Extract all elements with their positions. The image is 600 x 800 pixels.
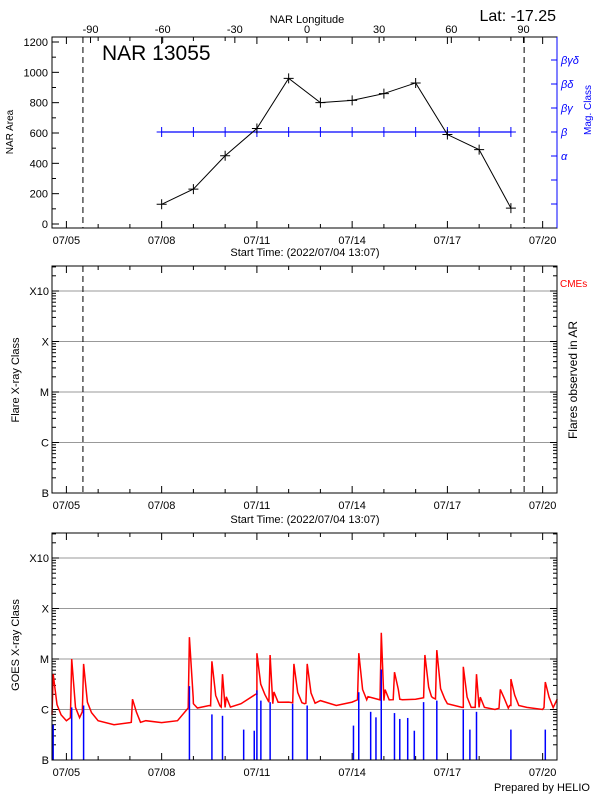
longitude-tick-label: 60 [445,24,457,36]
x-tick-label: 07/11 [244,235,271,247]
area-point [156,199,167,210]
cme-label: CMEs [560,279,587,290]
plot-frame [51,265,558,494]
y-tick-label: 200 [30,189,48,201]
mag-class-point [188,127,199,137]
area-point [220,150,231,161]
x-tick-label: 07/05 [53,235,81,247]
area-point [410,77,421,88]
y-tick-label: 600 [30,128,48,140]
mag-class-label: β [560,127,568,139]
x-tick-label: 07/11 [244,767,271,779]
nar-area-panel: NAR 13055 Lat: -17.25 NAR Longitude Star… [5,8,594,259]
longitude-tick-label: 0 [304,24,310,36]
x-tick-label: 07/20 [529,767,557,779]
x-tick-label: 07/20 [529,235,557,247]
area-point [442,129,453,140]
x-tick-label: 07/05 [53,500,81,512]
x-tick-label: 07/17 [434,235,462,247]
top-axis-label: NAR Longitude [270,14,345,26]
y2-axis-label: Flares observed in AR [566,321,580,439]
y-tick-label: C [41,438,49,450]
flare-panel: Start Time: (2022/07/04 13:07) Flare X-r… [10,265,587,526]
mag-class-point [156,127,167,137]
plot-frame [51,532,558,761]
x-axis-label: Start Time: (2022/07/04 13:07) [230,247,379,259]
goes-panel: 07/05 07/08 07/11 07/14 07/17 07/20 B C M X X10 GO… [10,532,590,794]
latitude-label: Lat: -17.25 [480,8,557,25]
x-tick-label: 07/08 [148,767,176,779]
y-tick-label: X [42,604,50,616]
y-axis-label: Flare X-ray Class [10,337,22,422]
goes-long-channel-line [51,632,558,726]
y-tick-label: 1000 [24,67,48,79]
mag-class-point [347,127,358,137]
x-tick-label: 07/05 [53,767,81,779]
mag-class-point [378,127,389,137]
area-point [188,184,199,195]
longitude-tick-label: -60 [155,24,171,36]
y-tick-label: 800 [30,98,48,110]
longitude-tick-label: -30 [227,24,243,36]
y-tick-label: X10 [29,286,49,298]
y-axis-label: GOES X-ray Class [10,599,22,691]
mag-class-point [283,127,294,137]
y-tick-label: X [42,337,50,349]
x-axis-label: Start Time: (2022/07/04 13:07) [230,514,379,526]
mag-class-point [505,127,516,137]
y-axis-label: NAR Area [5,109,16,154]
longitude-tick-label: -90 [83,24,99,36]
y-tick-label: M [40,387,49,399]
area-point [251,123,262,134]
mag-class-label: α [561,151,568,163]
x-tick-label: 07/11 [244,500,271,512]
area-point [378,88,389,99]
area-point [315,97,326,108]
y-tick-label: M [40,654,49,666]
x-tick-label: 07/14 [338,500,366,512]
footer-credit: Prepared by HELIO [494,782,590,794]
mag-class-point [220,127,231,137]
y-tick-label: X10 [29,553,49,565]
x-tick-label: 07/08 [148,235,176,247]
x-tick-label: 07/17 [434,767,462,779]
mag-class-point [474,127,485,137]
x-tick-label: 07/17 [434,500,462,512]
mag-class-label: βδ [560,79,574,91]
region-title: NAR 13055 [102,42,211,65]
y-tick-label: B [42,488,49,500]
mag-class-label: βγδ [560,55,580,67]
x-tick-label: 07/14 [338,235,366,247]
x-tick-label: 07/08 [148,500,176,512]
area-point [347,95,358,106]
mag-class-point [410,127,421,137]
area-point [283,73,294,84]
area-point [474,144,485,155]
longitude-tick-label: 90 [517,24,529,36]
longitude-tick-label: 30 [373,24,385,36]
y-tick-label: 1200 [24,37,48,49]
mag-class-point [315,127,326,137]
x-tick-label: 07/20 [529,500,557,512]
y-tick-label: C [41,705,49,717]
y-tick-label: 0 [42,219,48,231]
area-line [161,77,512,209]
y-tick-label: B [42,755,49,767]
y2-axis-label: Mag. Class [583,85,594,135]
area-point [505,203,516,214]
mag-class-label: βγ [560,103,574,115]
y-tick-label: 400 [30,158,48,170]
x-tick-label: 07/14 [338,767,366,779]
